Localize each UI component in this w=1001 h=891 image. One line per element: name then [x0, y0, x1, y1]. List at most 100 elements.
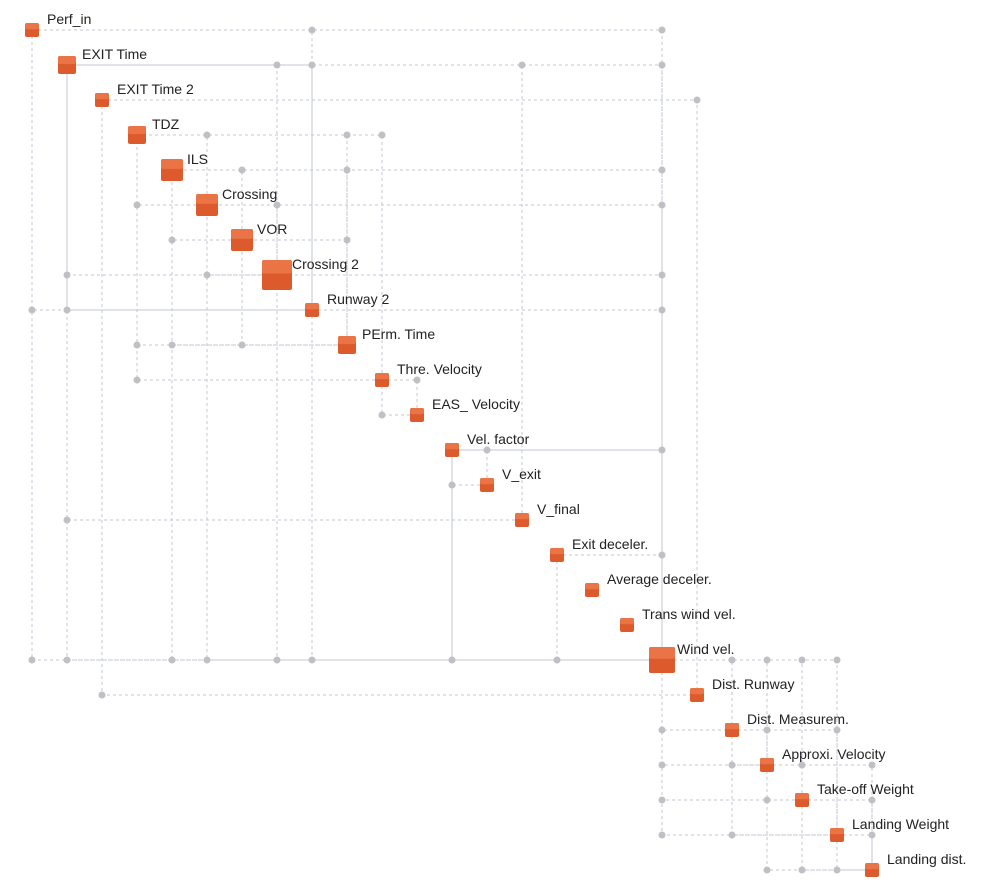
node-trans-wind-vel[interactable]: Trans wind vel.: [620, 606, 736, 632]
node-label-ils: ILS: [187, 151, 208, 167]
junction-mirror-take-off-weight-landing-dist: [798, 866, 806, 874]
junction-tdz-perm-time: [343, 131, 351, 139]
link-mirror-tdz-to-crossing: [136, 135, 207, 206]
node-label-runway-2: Runway 2: [327, 291, 389, 307]
node-ils[interactable]: ILS: [161, 151, 208, 181]
junction-runway-2-wind-vel: [658, 306, 666, 314]
node-approxi-velocity[interactable]: Approxi. Velocity: [760, 746, 886, 772]
node-label-wind-vel: Wind vel.: [677, 641, 735, 657]
node-label-perf-in: Perf_in: [47, 11, 91, 27]
junction-approxi-velocity-landing-dist: [868, 761, 876, 769]
node-highlight-vor: [231, 229, 253, 239]
node-dist-runway[interactable]: Dist. Runway: [690, 676, 794, 702]
junction-exit-time-runway-2: [308, 61, 316, 69]
node-perm-time[interactable]: PErm. Time: [338, 326, 435, 354]
junction-thre-velocity-eas-velocity: [413, 376, 421, 384]
node-label-v-exit: V_exit: [502, 466, 541, 482]
junction-mirror-wind-vel-approxi-velocity: [658, 761, 666, 769]
junction-mirror-crossing-wind-vel: [203, 656, 211, 664]
node-label-take-off-weight: Take-off Weight: [817, 781, 914, 797]
junction-crossing-wind-vel: [658, 201, 666, 209]
node-label-dist-runway: Dist. Runway: [712, 676, 794, 692]
node-label-crossing: Crossing: [222, 186, 277, 202]
node-label-vor: VOR: [257, 221, 287, 237]
junction-mirror-exit-time-wind-vel: [63, 656, 71, 664]
node-landing-weight[interactable]: Landing Weight: [830, 816, 949, 842]
node-landing-dist[interactable]: Landing dist.: [865, 851, 966, 877]
junction-mirror-vel-factor-v-exit: [448, 481, 456, 489]
node-label-exit-deceler: Exit deceler.: [572, 536, 648, 552]
junction-dist-measurem-landing-weight: [833, 726, 841, 734]
node-runway-2[interactable]: Runway 2: [305, 291, 389, 317]
junction-mirror-landing-weight-landing-dist: [833, 866, 841, 874]
junction-crossing-crossing-2: [273, 201, 281, 209]
node-vor[interactable]: VOR: [231, 221, 287, 251]
link-exit-time-to-wind-vel: [67, 64, 663, 660]
link-mirror-ils-to-vor: [171, 170, 242, 241]
node-v-final[interactable]: V_final: [515, 501, 580, 527]
node-highlight-exit-time: [58, 56, 76, 65]
node-label-thre-velocity: Thre. Velocity: [397, 361, 482, 377]
node-label-tdz: TDZ: [152, 116, 180, 132]
node-label-perm-time: PErm. Time: [362, 326, 435, 342]
junction-exit-time-wind-vel: [658, 61, 666, 69]
node-crossing-2[interactable]: Crossing 2: [262, 256, 359, 290]
node-label-v-final: V_final: [537, 501, 580, 517]
junction-mirror-tdz-crossing: [133, 201, 141, 209]
node-highlight-ils: [161, 159, 183, 169]
junction-tdz-crossing: [203, 131, 211, 139]
node-perf-in[interactable]: Perf_in: [25, 11, 91, 37]
junction-mirror-ils-wind-vel: [168, 656, 176, 664]
node-label-landing-weight: Landing Weight: [852, 816, 949, 832]
link-crossing-2-to-wind-vel: [277, 274, 663, 660]
node-highlight-thre-velocity: [375, 373, 389, 380]
link-mirror-tdz-to-thre-velocity: [136, 135, 382, 381]
node-vel-factor[interactable]: Vel. factor: [445, 431, 530, 457]
node-exit-time-2[interactable]: EXIT Time 2: [95, 81, 194, 107]
junction-take-off-weight-landing-dist: [868, 796, 876, 804]
junction-mirror-ils-perm-time: [168, 341, 176, 349]
junction-wind-vel-take-off-weight: [798, 656, 806, 664]
node-wind-vel[interactable]: Wind vel.: [649, 641, 735, 673]
junction-mirror-dist-measurem-landing-weight: [728, 831, 736, 839]
junction-layer: [28, 26, 876, 874]
node-highlight-crossing-2: [262, 260, 292, 274]
node-highlight-v-exit: [480, 478, 494, 485]
junction-mirror-vor-perm-time: [238, 341, 246, 349]
junction-mirror-thre-velocity-eas-velocity: [378, 411, 386, 419]
node-highlight-approxi-velocity: [760, 758, 774, 765]
node-highlight-tdz: [128, 126, 146, 135]
node-thre-velocity[interactable]: Thre. Velocity: [375, 361, 482, 387]
link-mirror-crossing-to-crossing-2: [206, 205, 277, 276]
junction-mirror-perf-in-runway-2: [28, 306, 36, 314]
junction-mirror-crossing-crossing-2: [203, 271, 211, 279]
node-label-exit-time-2: EXIT Time 2: [117, 81, 194, 97]
junction-vel-factor-v-exit: [483, 446, 491, 454]
node-label-trans-wind-vel: Trans wind vel.: [642, 606, 736, 622]
node-eas-velocity[interactable]: EAS_ Velocity: [410, 396, 520, 422]
link-crossing-to-crossing-2: [207, 204, 278, 275]
node-label-landing-dist: Landing dist.: [887, 851, 966, 867]
junction-exit-time-2-dist-runway: [693, 96, 701, 104]
junction-mirror-crossing-2-wind-vel: [273, 656, 281, 664]
node-highlight-perm-time: [338, 336, 356, 345]
node-label-vel-factor: Vel. factor: [467, 431, 530, 447]
node-label-average-deceler: Average deceler.: [607, 571, 712, 587]
junction-exit-time-v-final: [518, 61, 526, 69]
junction-approxi-velocity-take-off-weight: [798, 761, 806, 769]
junction-vor-perm-time: [343, 236, 351, 244]
node-tdz[interactable]: TDZ: [128, 116, 180, 144]
node-highlight-crossing: [196, 194, 218, 204]
node-take-off-weight[interactable]: Take-off Weight: [795, 781, 914, 807]
junction-wind-vel-landing-weight: [833, 656, 841, 664]
node-exit-deceler[interactable]: Exit deceler.: [550, 536, 648, 562]
node-exit-time[interactable]: EXIT Time: [58, 46, 147, 74]
node-v-exit[interactable]: V_exit: [480, 466, 541, 492]
node-average-deceler[interactable]: Average deceler.: [585, 571, 712, 597]
node-dist-measurem[interactable]: Dist. Measurem.: [725, 711, 849, 737]
node-crossing[interactable]: Crossing: [196, 186, 277, 216]
link-mirror-wind-vel-to-dist-measurem: [661, 660, 732, 731]
junction-mirror-tdz-thre-velocity: [133, 376, 141, 384]
junction-ils-wind-vel: [658, 166, 666, 174]
